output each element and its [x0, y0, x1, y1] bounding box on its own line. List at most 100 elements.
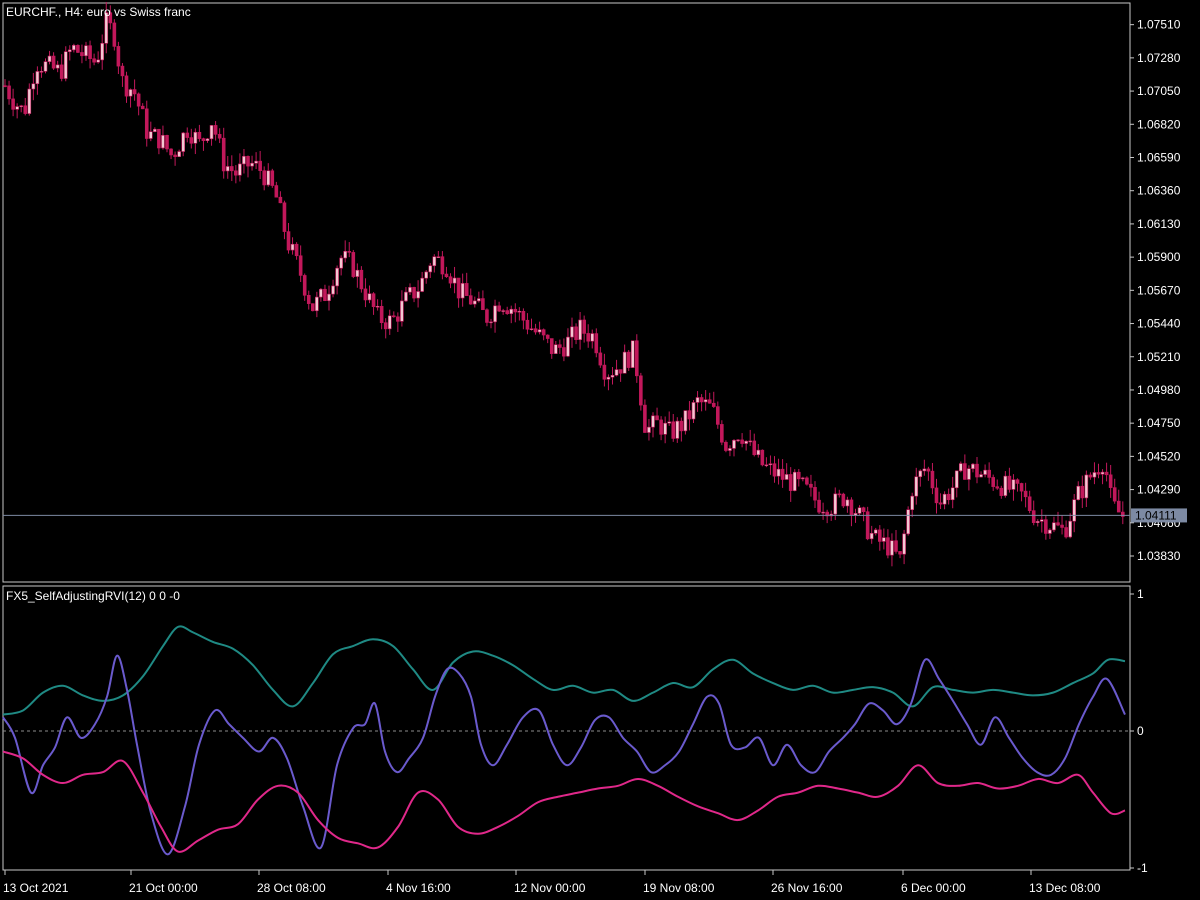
- price-pane[interactable]: 1.07510 1.07280 1.07050 1.06820 1.06590 1.063…: [2, 2, 1187, 583]
- candle: [456, 277, 461, 308]
- candle: [396, 312, 400, 332]
- candle: [1092, 462, 1097, 485]
- candle: [497, 301, 501, 312]
- candle: [813, 481, 817, 508]
- price-tick-label: 1.05670: [1137, 283, 1181, 297]
- indicator-line-upper: [2, 625, 1126, 716]
- candle: [1044, 514, 1048, 540]
- candle: [756, 444, 761, 458]
- price-pane-frame: [2, 2, 1131, 583]
- price-tick-label: 1.05210: [1137, 350, 1181, 364]
- candle: [537, 321, 542, 335]
- candle: [655, 407, 659, 421]
- candle: [1056, 511, 1060, 527]
- candle: [740, 433, 744, 448]
- candle: [614, 359, 619, 377]
- candle: [861, 506, 866, 522]
- candle: [711, 391, 716, 408]
- candle: [298, 245, 303, 282]
- candle: [246, 155, 250, 178]
- candle: [934, 478, 939, 514]
- candle: [558, 339, 562, 354]
- candle: [744, 440, 748, 451]
- indicator-lines: [2, 625, 1126, 856]
- candle: [643, 399, 647, 433]
- candle: [505, 306, 510, 315]
- candle: [699, 394, 704, 412]
- candle: [910, 492, 915, 518]
- candle: [27, 83, 32, 116]
- candle: [201, 137, 206, 151]
- candle: [983, 464, 987, 478]
- candle: [890, 533, 894, 567]
- candle: [31, 72, 36, 101]
- candle: [108, 5, 113, 30]
- candle: [845, 496, 850, 513]
- candle: [999, 485, 1004, 499]
- price-tick-label: 1.03830: [1137, 549, 1181, 563]
- candle: [1031, 500, 1036, 526]
- candle: [513, 303, 518, 323]
- candle: [630, 340, 635, 368]
- candle: [1007, 467, 1012, 493]
- candle: [817, 491, 821, 515]
- candle: [351, 249, 356, 279]
- candle: [837, 489, 842, 498]
- candle: [764, 457, 769, 468]
- candle: [809, 474, 813, 497]
- candle: [691, 400, 696, 424]
- candle: [404, 287, 408, 302]
- candle: [7, 80, 11, 105]
- current-price-label: 1.04111: [1131, 508, 1187, 523]
- price-tick-label: 1.06130: [1137, 217, 1181, 231]
- candle: [294, 242, 299, 260]
- candle: [760, 449, 765, 467]
- candle: [197, 124, 202, 142]
- candle: [942, 491, 947, 510]
- candle: [468, 288, 473, 305]
- candle: [634, 334, 639, 383]
- indicator-tick-label: 1: [1137, 587, 1144, 601]
- candle: [23, 97, 28, 116]
- price-tick-label: 1.06590: [1137, 150, 1181, 164]
- candle: [1084, 470, 1089, 507]
- candle: [310, 303, 315, 312]
- candle: [545, 334, 550, 344]
- price-tick-label: 1.04520: [1137, 449, 1181, 463]
- candle: [752, 433, 757, 457]
- candle: [1052, 516, 1056, 533]
- candle: [68, 45, 72, 61]
- candle: [784, 463, 789, 480]
- time-tick-label: 4 Nov 16:00: [386, 881, 451, 895]
- candle: [865, 506, 870, 541]
- candle: [282, 200, 287, 240]
- price-tick-label: 1.07510: [1137, 18, 1181, 32]
- candle: [788, 467, 793, 502]
- candle: [452, 266, 457, 294]
- candle: [728, 445, 732, 457]
- candle: [720, 420, 724, 446]
- candle: [290, 237, 295, 255]
- candle: [833, 487, 838, 521]
- candlestick-series: [3, 2, 1125, 567]
- candle: [72, 43, 76, 53]
- candle: [408, 283, 412, 295]
- candle: [930, 463, 935, 495]
- price-tick-label: 1.07280: [1137, 51, 1181, 65]
- candle: [724, 440, 728, 453]
- candle: [586, 324, 591, 348]
- candle: [958, 461, 963, 473]
- candle: [80, 44, 84, 64]
- candle: [1096, 463, 1101, 479]
- candle: [1060, 515, 1064, 535]
- candle: [801, 476, 805, 482]
- time-tick-label: 28 Oct 08:00: [257, 881, 326, 895]
- indicator-pane[interactable]: 1 0 -1 FX5_SelfAdjustingRVI(12) 0 0 -0: [2, 585, 1148, 875]
- candle: [570, 317, 574, 348]
- time-tick-label: 12 Nov 00:00: [514, 881, 586, 895]
- candle: [221, 127, 226, 179]
- candle: [100, 34, 104, 70]
- candle: [877, 525, 882, 551]
